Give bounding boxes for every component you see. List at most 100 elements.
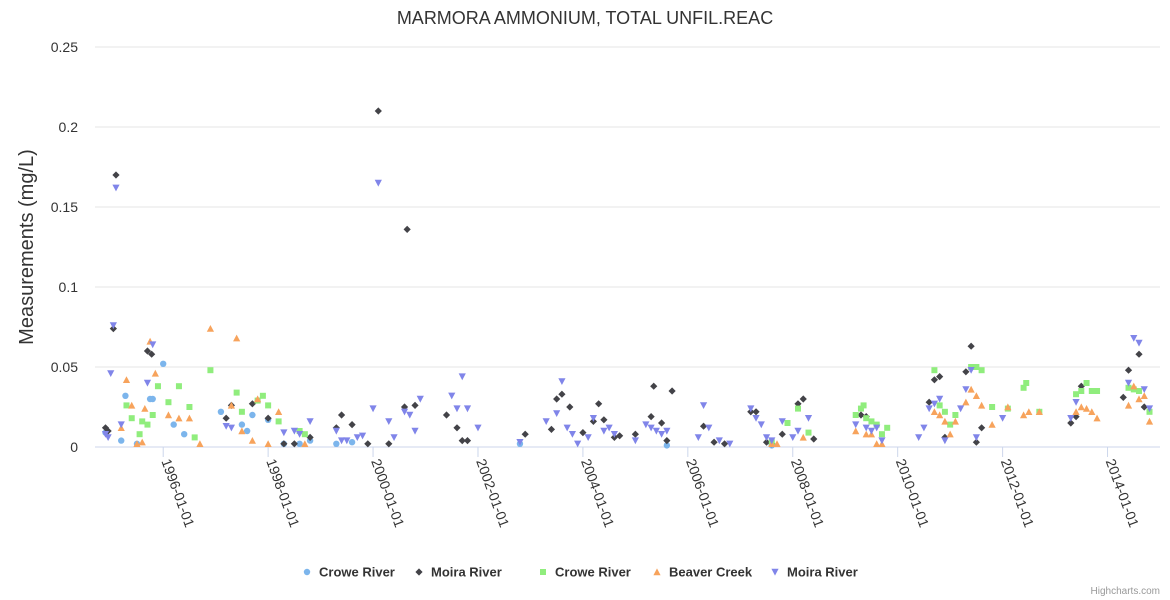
data-point[interactable] — [463, 437, 472, 445]
data-point[interactable] — [390, 434, 398, 441]
data-point[interactable] — [930, 376, 939, 384]
data-point[interactable] — [458, 437, 466, 445]
data-point[interactable] — [164, 411, 173, 419]
data-point[interactable] — [374, 179, 382, 187]
data-point[interactable] — [778, 430, 786, 438]
data-point[interactable] — [104, 434, 112, 441]
data-point[interactable] — [699, 422, 708, 430]
data-point[interactable] — [1088, 408, 1096, 415]
data-point[interactable] — [936, 411, 944, 419]
data-point[interactable] — [403, 225, 411, 233]
data-point[interactable] — [1077, 382, 1085, 390]
data-point[interactable] — [941, 408, 948, 415]
data-point[interactable] — [768, 437, 776, 445]
data-point[interactable] — [799, 395, 807, 403]
data-point[interactable] — [233, 389, 240, 396]
data-point[interactable] — [852, 421, 860, 429]
data-point[interactable] — [747, 405, 755, 413]
data-point[interactable] — [249, 411, 256, 419]
data-point[interactable] — [925, 405, 933, 413]
data-point[interactable] — [265, 402, 272, 409]
data-point[interactable] — [794, 400, 802, 408]
data-point[interactable] — [915, 434, 923, 441]
data-point[interactable] — [1140, 403, 1148, 411]
data-point[interactable] — [238, 421, 246, 428]
data-point[interactable] — [1135, 339, 1143, 347]
data-point[interactable] — [149, 395, 156, 403]
data-point[interactable] — [1067, 415, 1075, 422]
data-point[interactable] — [795, 405, 802, 412]
data-point[interactable] — [962, 386, 970, 393]
data-point[interactable] — [1140, 386, 1148, 393]
data-point[interactable] — [364, 440, 372, 448]
data-point[interactable] — [1072, 413, 1080, 421]
data-point[interactable] — [139, 418, 146, 425]
data-point[interactable] — [989, 404, 996, 410]
data-point[interactable] — [1140, 392, 1148, 399]
data-point[interactable] — [784, 420, 791, 426]
data-point[interactable] — [799, 433, 807, 441]
data-point[interactable] — [720, 440, 729, 448]
data-point[interactable] — [107, 370, 115, 377]
legend-marker[interactable] — [653, 568, 661, 576]
data-point[interactable] — [794, 427, 802, 435]
data-point[interactable] — [647, 424, 655, 432]
data-point[interactable] — [332, 427, 340, 435]
data-point[interactable] — [290, 427, 298, 435]
data-point[interactable] — [1020, 384, 1027, 391]
legend-item[interactable]: Crowe River — [540, 565, 631, 580]
data-point[interactable] — [222, 414, 230, 422]
data-point[interactable] — [358, 432, 367, 440]
data-point[interactable] — [280, 429, 288, 437]
data-point[interactable] — [1135, 395, 1143, 403]
data-point[interactable] — [852, 412, 859, 418]
data-point[interactable] — [957, 405, 965, 413]
data-point[interactable] — [353, 434, 361, 441]
data-point[interactable] — [138, 438, 146, 446]
data-point[interactable] — [1145, 405, 1154, 413]
data-point[interactable] — [762, 434, 771, 441]
data-point[interactable] — [978, 401, 986, 409]
data-point[interactable] — [416, 395, 424, 403]
data-point[interactable] — [862, 430, 870, 438]
data-point[interactable] — [151, 369, 159, 377]
data-point[interactable] — [930, 400, 939, 408]
data-point[interactable] — [972, 438, 980, 446]
data-point[interactable] — [946, 430, 954, 438]
data-point[interactable] — [296, 431, 304, 438]
data-point[interactable] — [333, 440, 340, 447]
data-point[interactable] — [442, 411, 451, 419]
data-point[interactable] — [458, 373, 466, 381]
data-point[interactable] — [610, 431, 618, 438]
data-point[interactable] — [122, 376, 131, 383]
data-point[interactable] — [650, 382, 658, 390]
data-point[interactable] — [547, 425, 556, 433]
data-point[interactable] — [128, 401, 136, 409]
data-point[interactable] — [149, 341, 157, 349]
data-point[interactable] — [1078, 388, 1085, 394]
data-point[interactable] — [884, 424, 891, 431]
data-point[interactable] — [369, 405, 377, 413]
data-point[interactable] — [616, 432, 624, 440]
data-point[interactable] — [109, 322, 117, 329]
data-point[interactable] — [936, 395, 944, 403]
data-point[interactable] — [726, 440, 734, 448]
data-point[interactable] — [789, 434, 797, 441]
data-point[interactable] — [233, 334, 241, 342]
data-point[interactable] — [631, 430, 639, 438]
data-point[interactable] — [149, 412, 156, 418]
data-point[interactable] — [1119, 393, 1127, 401]
data-point[interactable] — [566, 403, 574, 411]
data-point[interactable] — [863, 415, 870, 422]
data-point[interactable] — [1004, 403, 1012, 411]
data-point[interactable] — [574, 440, 582, 448]
data-point[interactable] — [222, 423, 230, 430]
data-point[interactable] — [962, 368, 970, 376]
data-point[interactable] — [448, 392, 456, 400]
data-point[interactable] — [553, 410, 561, 417]
data-point[interactable] — [254, 395, 262, 403]
data-point[interactable] — [516, 439, 524, 446]
data-point[interactable] — [947, 421, 954, 428]
data-point[interactable] — [306, 433, 314, 441]
data-point[interactable] — [128, 415, 135, 422]
